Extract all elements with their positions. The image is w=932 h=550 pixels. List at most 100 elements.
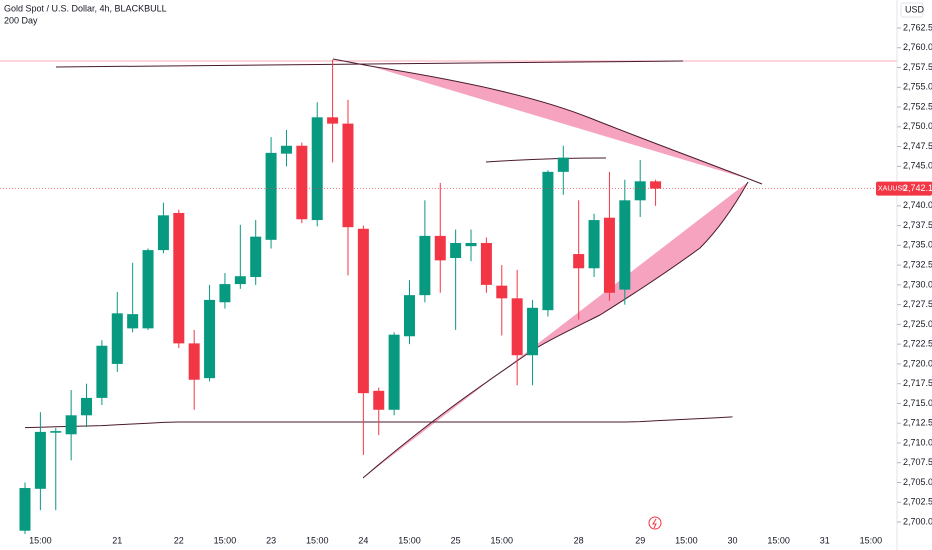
y-tick-label: 2,715.00 [903,398,932,408]
x-tick-label: 15:00 [214,535,237,545]
candle-body [127,314,139,329]
trend-line [485,157,607,163]
candle-body [234,276,246,285]
x-tick-label: 24 [358,535,368,545]
candle-body [496,285,508,299]
candle-body [573,254,585,269]
candle-body [204,299,216,379]
y-tick-label: 2,750.00 [903,121,932,131]
candle-body [619,200,631,290]
x-tick-label: 25 [451,535,461,545]
wedge-fill [363,182,748,478]
y-tick-label: 2,735.00 [903,240,932,250]
y-tick-label: 2,747.50 [903,141,932,151]
candle-body [434,235,446,261]
x-tick-label: 15:00 [675,535,698,545]
y-tick-label: 2,727.50 [903,299,932,309]
x-tick-label: 30 [727,535,737,545]
y-tick-label: 2,762.50 [903,22,932,32]
x-tick-label: 15:00 [398,535,421,545]
wedge-upper-line [332,58,763,185]
unit-box [900,2,924,18]
candle-body [111,313,123,364]
indicator-name: 200 Day [4,15,38,25]
y-tick-label: 2,705.00 [903,477,932,487]
y-tick-label: 2,707.50 [903,457,932,467]
x-tick-label: 15:00 [29,535,52,545]
y-tick-label: 2,702.50 [903,497,932,507]
candle-body [388,334,400,410]
candle-body [650,181,662,189]
x-tick-label: 15:00 [306,535,329,545]
y-tick-label: 2,745.00 [903,161,932,171]
candle-body [588,220,600,269]
plot: 2,700.00 2,702.50 2,705.00 2,707.50 2,710.00… [0,22,932,545]
candle-body [542,171,554,311]
candle-body [280,145,292,154]
candle-body [480,242,492,285]
y-tick-label: 2,725.00 [903,319,932,329]
y-tick-label: 2,720.00 [903,358,932,368]
candle-body [65,415,77,435]
y-tick-label: 2,722.50 [903,339,932,349]
y-tick-label: 2,717.50 [903,378,932,388]
drawings [0,58,897,530]
y-tick-label: 2,752.50 [903,101,932,111]
y-tick-label: 2,757.50 [903,62,932,72]
wedge-lower-line [362,181,749,479]
x-tick-label: 23 [266,535,276,545]
candle-body [81,397,93,416]
candle-body [34,431,46,489]
candle-body [96,345,108,398]
x-tick-label: 15:00 [860,535,883,545]
y-tick-label: 2,760.00 [903,42,932,52]
x-tick-label: 22 [174,535,184,545]
y-tick-label: 2,755.00 [903,82,932,92]
candle-body [188,343,200,380]
y-tick-label: 2,730.00 [903,279,932,289]
event-icon [648,516,662,530]
candle-body [634,181,646,201]
last-price-label: 2,742.18 [903,183,932,193]
candle-body [219,284,231,303]
candle-body [296,145,308,220]
y-tick-label: 2,712.50 [903,418,932,428]
candle-body [450,242,462,259]
y-tick-label: 2,732.50 [903,259,932,269]
chart-title: Gold Spot / U.S. Dollar, 4h, BLACKBULL [4,3,167,13]
candle-body [142,250,154,329]
candle-body [465,242,477,247]
candle-body [157,215,169,251]
y-tick-label: 2,700.00 [903,516,932,526]
candle-body [527,307,539,356]
y-tick-label: 2,737.50 [903,220,932,230]
candle-body [603,217,615,293]
candle-body [250,236,262,277]
candle-body [342,123,354,228]
x-tick-label: 28 [574,535,584,545]
candle-body [173,212,185,344]
candle-body [50,431,62,433]
x-tick-label: 21 [112,535,122,545]
axis-unit: USD [905,4,925,14]
last-price-box [876,181,932,196]
candle-body [19,488,31,531]
candle-body [511,298,523,356]
candle-body [419,235,431,296]
candle-body [327,117,339,124]
candle-body [311,117,323,221]
candle-body [357,228,369,394]
y-tick-label: 2,740.00 [903,200,932,210]
x-tick-label: 29 [635,535,645,545]
wedge-fill [370,66,745,178]
candle-body [557,157,569,172]
x-tick-label: 31 [820,535,830,545]
x-tick-label: 15:00 [491,535,514,545]
candle-body [404,295,415,337]
event-icon [652,518,657,529]
candle-body [373,390,385,410]
x-tick-label: 15:00 [767,535,790,545]
candle-body [265,152,277,240]
